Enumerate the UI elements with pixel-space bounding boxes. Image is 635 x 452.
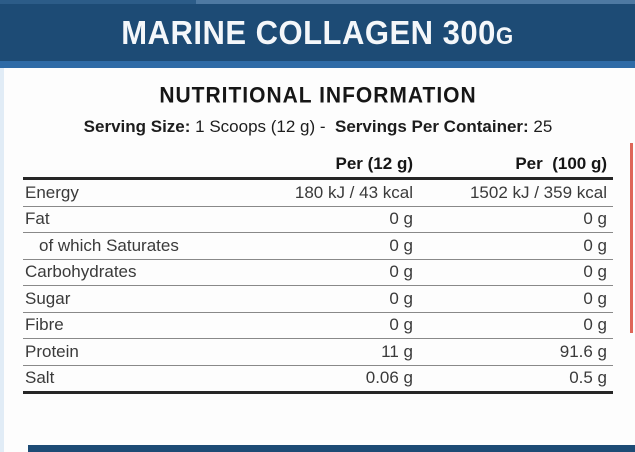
row-label: Fibre bbox=[25, 315, 64, 335]
product-title-text: MARINE COLLAGEN 300 bbox=[121, 13, 496, 51]
row-label: Sugar bbox=[25, 288, 71, 308]
table-row: Energy 180 kJ / 43 kcal 1502 kJ / 359 kcal bbox=[23, 180, 613, 207]
column-header-per-serving: Per (12 g) bbox=[335, 154, 413, 173]
product-title-unit: G bbox=[495, 22, 514, 50]
row-label: Salt bbox=[25, 368, 55, 388]
row-value-per-serving: 0.06 g bbox=[365, 368, 413, 388]
product-title: MARINE COLLAGEN 300 G bbox=[0, 2, 635, 64]
row-value-per-serving: 11 g bbox=[381, 341, 413, 361]
row-value-per-100g: 0 g bbox=[583, 262, 607, 282]
row-label: Fat bbox=[25, 209, 50, 229]
bottom-package-strip bbox=[28, 445, 635, 452]
nutrition-panel: NUTRITIONAL INFORMATION Serving Size: 1 … bbox=[23, 68, 613, 394]
row-label: Protein bbox=[25, 341, 79, 361]
header-top-strip-left bbox=[0, 0, 196, 4]
row-label: Energy bbox=[25, 182, 79, 202]
left-edge-accent bbox=[0, 68, 4, 452]
table-row: of which Saturates 0 g 0 g bbox=[23, 233, 613, 260]
row-value-per-serving: 0 g bbox=[389, 315, 413, 335]
row-value-per-serving: 180 kJ / 43 kcal bbox=[294, 182, 413, 202]
nutrition-table: Per (12 g) Per (100 g) Energy 180 kJ / 43… bbox=[23, 151, 613, 394]
serving-size-value: 1 Scoops (12 g) - bbox=[195, 117, 326, 136]
header-divider-line bbox=[0, 61, 635, 68]
table-header-row: Per (12 g) Per (100 g) bbox=[23, 151, 613, 180]
row-value-per-100g: 0 g bbox=[583, 315, 607, 335]
serving-info-line: Serving Size: 1 Scoops (12 g) - Servings… bbox=[23, 117, 613, 137]
header-top-strip-right bbox=[196, 0, 635, 4]
row-value-per-serving: 0 g bbox=[389, 235, 413, 255]
row-value-per-100g: 0.5 g bbox=[569, 368, 607, 388]
right-edge-red-accent bbox=[630, 143, 633, 333]
column-header-per-100g: Per (100 g) bbox=[515, 154, 607, 173]
table-row: Protein 11 g 91.6 g bbox=[23, 339, 613, 366]
table-row: Fat 0 g 0 g bbox=[23, 207, 613, 233]
row-value-per-100g: 0 g bbox=[583, 235, 607, 255]
servings-per-container-value: 25 bbox=[533, 117, 553, 136]
row-value-per-serving: 0 g bbox=[389, 288, 413, 308]
row-label: Carbohydrates bbox=[25, 262, 137, 282]
header-top-strip bbox=[0, 0, 635, 4]
row-value-per-100g: 0 g bbox=[583, 288, 607, 308]
row-value-per-serving: 0 g bbox=[389, 262, 413, 282]
product-header-bar: MARINE COLLAGEN 300 G bbox=[0, 0, 635, 61]
servings-per-container-label: Servings Per Container: bbox=[335, 117, 529, 136]
row-value-per-100g: 0 g bbox=[583, 209, 607, 229]
table-row: Fibre 0 g 0 g bbox=[23, 313, 613, 339]
panel-heading: NUTRITIONAL INFORMATION bbox=[159, 83, 477, 108]
row-value-per-100g: 91.6 g bbox=[559, 341, 607, 361]
table-row: Carbohydrates 0 g 0 g bbox=[23, 260, 613, 286]
row-label: of which Saturates bbox=[39, 235, 179, 255]
row-value-per-100g: 1502 kJ / 359 kcal bbox=[469, 182, 607, 202]
row-value-per-serving: 0 g bbox=[389, 209, 413, 229]
nutrition-table-body: Energy 180 kJ / 43 kcal 1502 kJ / 359 kcal… bbox=[23, 180, 613, 394]
table-row: Salt 0.06 g 0.5 g bbox=[23, 366, 613, 394]
table-row: Sugar 0 g 0 g bbox=[23, 286, 613, 313]
serving-size-label: Serving Size: bbox=[83, 117, 191, 136]
